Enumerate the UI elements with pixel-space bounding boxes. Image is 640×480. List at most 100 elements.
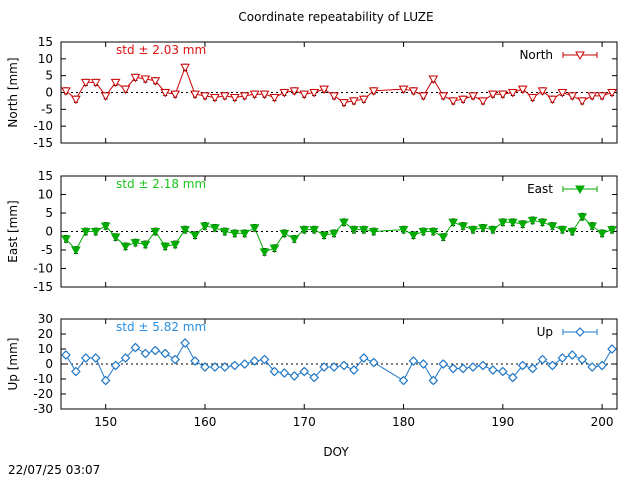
data-point	[299, 90, 310, 100]
data-point	[418, 228, 429, 237]
data-point	[537, 354, 548, 365]
data-point	[120, 353, 131, 363]
data-point	[408, 87, 419, 96]
legend-marker	[575, 185, 585, 195]
data-point	[180, 338, 190, 348]
y-tick-label: 15	[38, 169, 53, 183]
legend-label: Up	[537, 325, 553, 339]
data-point	[349, 365, 359, 375]
y-tick-label: -30	[33, 402, 53, 416]
data-point	[80, 78, 91, 88]
y-tick-label: 0	[45, 225, 53, 239]
data-point	[587, 222, 598, 231]
data-point	[478, 224, 488, 233]
data-point	[269, 366, 280, 377]
data-point	[140, 75, 151, 85]
data-point	[249, 356, 260, 366]
y-tick-label: 10	[38, 52, 53, 66]
data-point	[329, 92, 339, 101]
y-tick-label: 10	[38, 342, 53, 356]
y-tick-label: -5	[41, 102, 53, 116]
data-point	[120, 85, 131, 95]
data-point	[488, 226, 498, 235]
data-point	[339, 218, 349, 228]
data-point	[160, 89, 171, 98]
y-tick-label: -15	[33, 136, 53, 150]
data-point	[239, 92, 250, 101]
data-point	[110, 233, 121, 243]
data-point	[597, 229, 607, 239]
data-point	[61, 87, 71, 96]
data-point	[110, 360, 121, 371]
data-point	[259, 354, 270, 365]
data-point	[358, 226, 369, 235]
data-point	[607, 344, 617, 354]
data-point	[180, 63, 190, 73]
stats-label: std ± 2.03 mm	[116, 43, 206, 57]
data-point	[428, 375, 439, 386]
data-point	[299, 226, 310, 235]
data-point	[229, 94, 240, 103]
data-point	[229, 360, 240, 371]
data-point	[597, 360, 607, 371]
data-point	[368, 357, 379, 368]
data-point	[517, 220, 528, 230]
data-point	[249, 90, 260, 100]
data-point	[438, 233, 449, 243]
data-point	[478, 360, 488, 371]
legend-marker	[575, 51, 585, 61]
data-point	[577, 213, 588, 222]
data-point	[259, 248, 270, 257]
data-point	[210, 362, 220, 372]
x-axis-label: DOY	[323, 445, 349, 459]
data-point	[458, 363, 468, 374]
y-tick-label: 0	[45, 86, 53, 100]
data-point	[468, 362, 478, 372]
data-point	[190, 356, 200, 366]
stats-label: std ± 5.82 mm	[116, 320, 206, 334]
data-point	[557, 89, 568, 98]
data-point	[130, 239, 141, 248]
data-point	[358, 353, 369, 363]
data-point	[339, 99, 349, 108]
data-point	[577, 354, 588, 365]
data-point	[90, 78, 101, 88]
data-point	[100, 222, 111, 231]
series-line	[65, 341, 613, 382]
data-point	[289, 371, 300, 381]
data-point	[438, 92, 449, 101]
data-point	[488, 90, 498, 100]
data-point	[537, 87, 548, 96]
data-point	[398, 375, 409, 386]
y-axis-label: Up [mm]	[6, 338, 20, 391]
data-point	[319, 231, 329, 241]
y-tick-label: 20	[38, 327, 53, 341]
data-point	[150, 228, 161, 237]
y-tick-label: -10	[33, 119, 53, 133]
data-point	[507, 218, 518, 228]
data-point	[140, 240, 151, 250]
data-point	[170, 240, 181, 250]
legend-marker	[575, 327, 585, 337]
data-point	[259, 90, 270, 100]
data-point	[71, 95, 81, 105]
x-tick-label: 170	[293, 415, 316, 429]
data-point	[229, 229, 240, 239]
data-point	[517, 85, 528, 95]
data-point	[418, 92, 429, 101]
data-point	[368, 228, 379, 237]
data-point	[100, 92, 111, 101]
data-point	[130, 73, 141, 83]
data-point	[90, 353, 101, 363]
data-point	[180, 226, 190, 235]
data-point	[527, 94, 538, 103]
data-point	[577, 97, 588, 106]
data-point	[567, 92, 578, 101]
data-point	[537, 218, 548, 228]
data-point	[200, 222, 210, 231]
y-tick-label: -10	[33, 262, 53, 276]
data-point	[210, 224, 220, 233]
data-point	[319, 362, 329, 372]
